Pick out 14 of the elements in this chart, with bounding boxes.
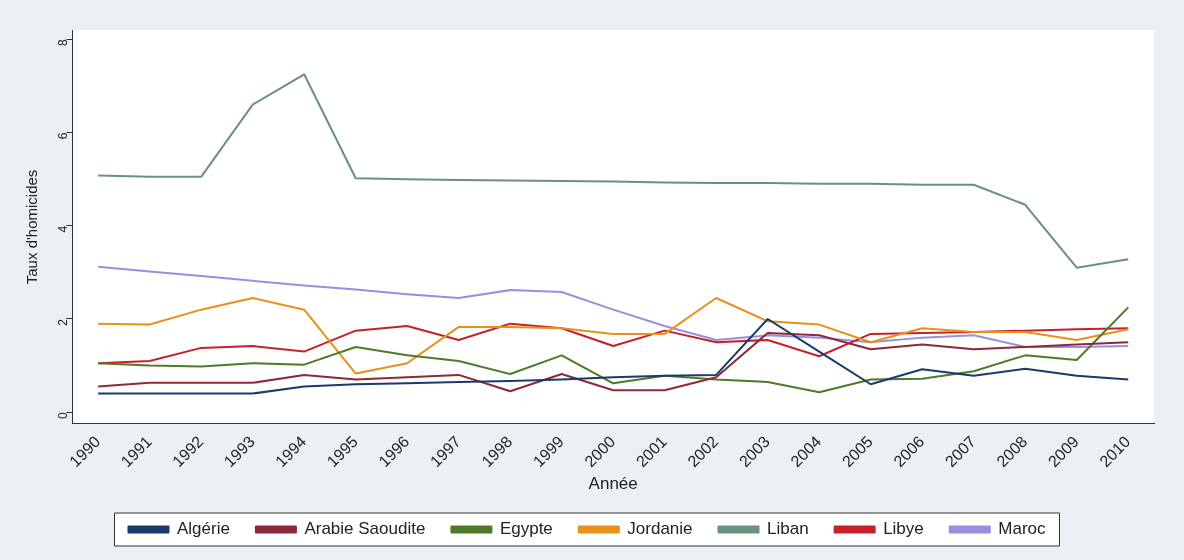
legend-label: Algérie — [177, 519, 230, 539]
legend-label: Arabie Saoudite — [304, 519, 426, 539]
y-tick-label: 4 — [55, 225, 70, 233]
x-axis-title: Année — [588, 474, 638, 494]
legend-label: Egypte — [499, 519, 553, 539]
y-axis-title: Taux d'homicides — [23, 169, 41, 285]
legend-label: Jordanie — [627, 519, 693, 539]
legend-label: Libye — [883, 519, 924, 539]
legend-label: Liban — [767, 519, 809, 539]
y-tick-label: 0 — [55, 411, 70, 419]
legend-label: Maroc — [998, 519, 1046, 539]
y-tick-label: 8 — [55, 39, 70, 47]
y-tick-label: 6 — [55, 132, 70, 140]
y-tick-label: 2 — [55, 318, 70, 326]
